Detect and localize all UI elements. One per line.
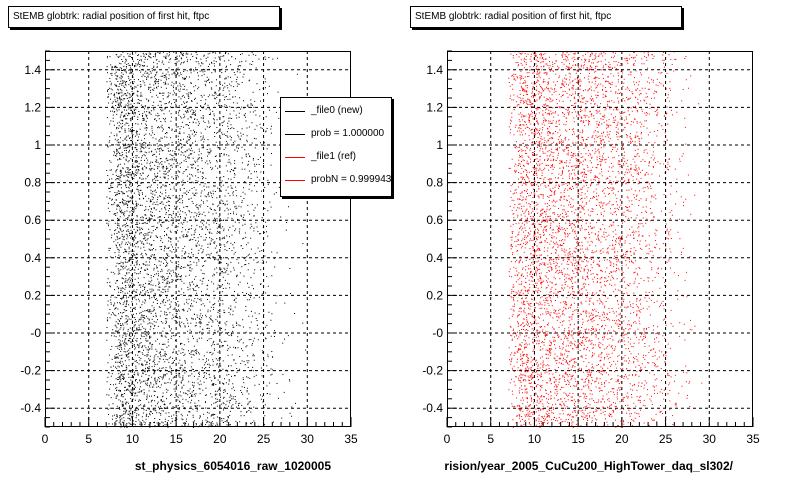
y-tick-label: 0.6 <box>426 213 443 227</box>
x-axis-label: st_physics_6054016_raw_1020005 <box>135 459 331 473</box>
y-tick-label: -0 <box>432 326 443 340</box>
plot-title-right: StEMB globtrk: radial position of first … <box>410 6 682 28</box>
y-tick-label: 1.2 <box>24 100 41 114</box>
grid-lines <box>447 51 753 427</box>
x-tick-label: 20 <box>615 432 629 446</box>
x-tick-label: 5 <box>487 432 494 446</box>
plot-title-left: StEMB globtrk: radial position of first … <box>8 6 280 28</box>
y-tick-label: 0.4 <box>426 251 443 265</box>
y-tick-label: -0.2 <box>20 364 41 378</box>
x-tick-label: 0 <box>42 432 49 446</box>
grid-lines <box>45 51 351 427</box>
legend-entry-file1: _file1 (ref) <box>281 148 391 168</box>
y-tick-label: -0.4 <box>422 401 443 415</box>
legend-entry-prob: prob = 1.000000 <box>281 125 391 145</box>
legend-swatch <box>285 134 305 135</box>
legend: _file0 (new) prob = 1.000000 _file1 (ref… <box>280 97 392 197</box>
legend-swatch <box>285 111 305 112</box>
x-tick-label: 35 <box>746 432 760 446</box>
y-tick-label: 0.8 <box>426 176 443 190</box>
legend-label: _file1 (ref) <box>311 151 357 162</box>
x-tick-label: 5 <box>85 432 92 446</box>
x-axis-label: rision/year_2005_CuCu200_HighTower_daq_s… <box>444 459 733 473</box>
x-tick-label: 10 <box>126 432 140 446</box>
y-tick-label: 0.4 <box>24 251 41 265</box>
scatter-points <box>106 51 307 428</box>
y-tick-label: 1.4 <box>426 63 443 77</box>
legend-entry-probn: probN = 0.999943 <box>281 171 392 191</box>
x-tick-label: 30 <box>301 432 315 446</box>
x-tick-label: 35 <box>344 432 358 446</box>
legend-label: prob = 1.000000 <box>311 128 385 139</box>
y-tick-label: -0 <box>30 326 41 340</box>
x-tick-label: 25 <box>257 432 271 446</box>
y-tick-label: 0.2 <box>426 288 443 302</box>
x-tick-label: 0 <box>444 432 451 446</box>
x-tick-label: 15 <box>169 432 183 446</box>
y-axis: -0.4 -0.2 -0 0.2 0.4 0.6 0.8 1 1.2 1.4 <box>422 50 457 428</box>
legend-swatch <box>285 180 305 181</box>
legend-label: probN = 0.999943 <box>311 174 392 185</box>
y-tick-label: 1 <box>436 138 443 152</box>
y-tick-label: 0.6 <box>24 213 41 227</box>
legend-entry-file0: _file0 (new) <box>281 102 391 122</box>
y-tick-label: 1 <box>34 138 41 152</box>
y-tick-label: 1.2 <box>426 100 443 114</box>
y-tick-label: -0.4 <box>20 401 41 415</box>
y-tick-label: 1.4 <box>24 63 41 77</box>
y-tick-label: 0.8 <box>24 176 41 190</box>
x-tick-label: 20 <box>213 432 227 446</box>
legend-swatch <box>285 157 305 158</box>
x-tick-label: 30 <box>703 432 717 446</box>
x-tick-label: 10 <box>528 432 542 446</box>
x-axis: 0 5 10 15 20 25 30 35 <box>42 417 358 446</box>
data-point <box>106 51 307 428</box>
plot-right: 0 5 10 15 20 25 30 35 -0.4 -0.2 -0 0.2 0.4 0.6 0.8 1 1.2… <box>422 50 760 473</box>
y-tick-label: -0.2 <box>422 364 443 378</box>
x-axis: 0 5 10 15 20 25 30 35 <box>444 417 760 446</box>
y-axis: -0.4 -0.2 -0 0.2 0.4 0.6 0.8 1 1.2 1.4 <box>20 50 55 428</box>
x-tick-label: 15 <box>571 432 585 446</box>
y-tick-label: 0.2 <box>24 288 41 302</box>
x-tick-label: 25 <box>659 432 673 446</box>
legend-label: _file0 (new) <box>311 105 363 116</box>
